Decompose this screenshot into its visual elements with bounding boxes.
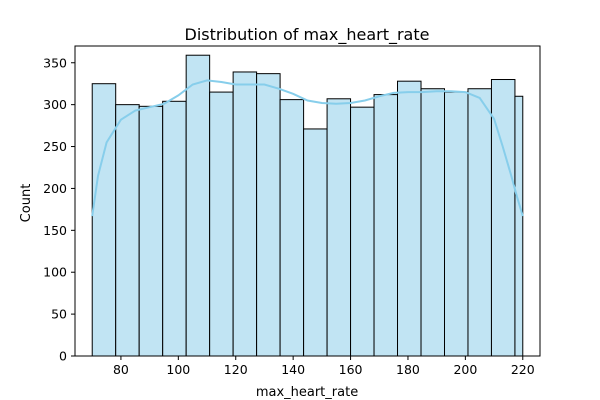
- histogram-bar-5: [209, 91, 234, 357]
- histogram-bar-1: [115, 104, 140, 357]
- histogram-bar-8: [279, 99, 305, 357]
- kde-curve: [91, 79, 524, 217]
- y-axis-label: Count: [19, 184, 34, 223]
- plot-area: [74, 45, 541, 357]
- y-tick-label: 200: [43, 181, 67, 196]
- y-tick-label: 150: [43, 223, 67, 238]
- histogram-bar-14: [420, 88, 446, 357]
- x-tick-label: 100: [166, 362, 190, 377]
- x-axis: 80 100 120 140 160 180 200 220: [113, 356, 535, 377]
- x-axis-label: max_heart_rate: [256, 385, 358, 400]
- y-axis: 0 50 100 150 200 250 300 350: [43, 55, 75, 364]
- y-tick-label: 250: [43, 139, 67, 154]
- x-tick-label: 200: [453, 362, 477, 377]
- x-tick-label: 80: [113, 362, 129, 377]
- y-tick-label: 100: [43, 265, 67, 280]
- y-tick-label: 350: [43, 55, 67, 70]
- y-tick-label: 300: [43, 97, 67, 112]
- histogram-bar-13: [397, 80, 422, 357]
- histogram-bar-10: [326, 98, 352, 357]
- histogram-bar-2: [138, 105, 164, 357]
- x-tick-label: 160: [339, 362, 363, 377]
- histogram-bar-15: [444, 91, 469, 357]
- histogram-bar-18: [514, 95, 524, 357]
- histogram-bar-6: [232, 71, 258, 357]
- x-tick-label: 180: [396, 362, 420, 377]
- plot-frame: [74, 45, 541, 357]
- chart-title: Distribution of max_heart_rate: [185, 25, 430, 45]
- histogram-bar-7: [256, 73, 281, 357]
- y-tick-label: 0: [59, 349, 67, 364]
- y-tick-label: 50: [51, 307, 67, 322]
- x-tick-label: 120: [224, 362, 248, 377]
- x-tick-label: 220: [511, 362, 535, 377]
- histogram-bar-11: [350, 106, 375, 357]
- histogram-bar-12: [373, 94, 399, 357]
- histogram-bar-3: [162, 100, 187, 357]
- histogram-bar-0: [91, 83, 117, 357]
- x-tick-label: 140: [281, 362, 305, 377]
- histogram-bar-4: [185, 54, 211, 357]
- histogram-bar-16: [467, 88, 492, 357]
- histogram-bar-9: [303, 128, 328, 357]
